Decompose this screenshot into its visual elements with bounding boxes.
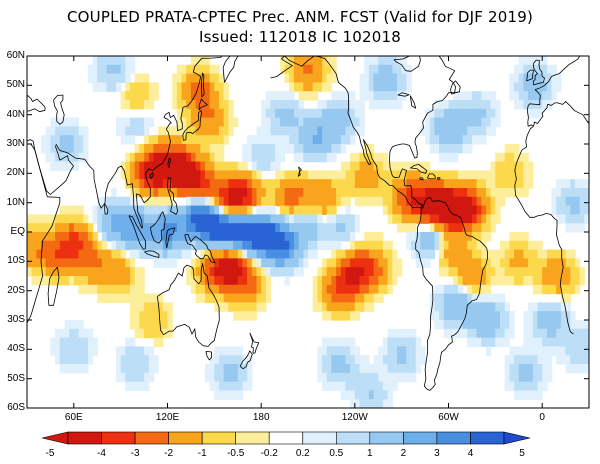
colorbar-swatch (235, 431, 270, 445)
colorbar-arrow-left (41, 431, 69, 445)
colorbar-swatch (369, 431, 404, 445)
colorbar-label: -5 (45, 448, 55, 459)
lat-label-50n: 50N (6, 79, 25, 91)
colorbar-swatch (335, 431, 371, 445)
lat-label-30s: 30S (7, 314, 25, 325)
colorbar-swatch (436, 431, 471, 445)
colorbar-label: -0.2 (260, 448, 278, 459)
lat-label-60n: 60N (6, 50, 25, 61)
colorbar-swatch (268, 431, 304, 445)
lat-label-eq: EQ (10, 226, 25, 237)
colorbar-label: -3 (130, 448, 140, 459)
axis-ticks (27, 55, 589, 409)
colorbar-label: 3 (434, 448, 440, 459)
lat-label-40s: 40S (7, 343, 25, 355)
colorbar-arrow-right (503, 431, 531, 445)
lon-label-60e: 60E (64, 412, 83, 423)
colorbar (41, 431, 531, 445)
lat-label-20n: 20N (6, 167, 25, 179)
lon-label-0: 0 (539, 412, 545, 423)
colorbar-label: -1 (197, 448, 207, 459)
colorbar-swatch (101, 431, 136, 445)
lat-label-40n: 40N (6, 108, 25, 120)
colorbar-swatch (67, 431, 102, 445)
colorbar-swatch (470, 431, 505, 445)
coastlines (27, 56, 589, 391)
lon-label-120e: 120E (155, 412, 180, 423)
lon-label-180: 180 (252, 412, 270, 423)
lat-label-10n: 10N (6, 196, 25, 208)
colorbar-swatch (302, 431, 337, 445)
colorbar-label: 1 (367, 448, 373, 459)
lat-label-10s: 10S (7, 255, 25, 267)
colorbar-swatch (134, 431, 169, 445)
colorbar-swatch (403, 431, 438, 445)
colorbar-label: -0.5 (227, 448, 245, 459)
colorbar-label: 2 (400, 448, 407, 459)
lon-label-120w: 120W (341, 412, 368, 423)
colorbar-label: 4 (467, 448, 474, 459)
lon-label-60w: 60W (438, 412, 459, 423)
map-subtitle: Issued: 112018 IC 102018 (199, 28, 401, 46)
map-title: COUPLED PRATA-CPTEC Prec. ANM. FCST (Val… (66, 8, 534, 26)
lat-label-60s: 60S (7, 402, 25, 413)
colorbar-swatch (201, 431, 236, 445)
colorbar-label: -4 (97, 448, 106, 459)
lat-label-50s: 50S (7, 372, 25, 384)
colorbar-label: 5 (519, 448, 525, 459)
colorbar-label: 0.5 (329, 448, 344, 459)
lat-label-30n: 30N (6, 138, 25, 149)
colorbar-label: 0.2 (295, 448, 310, 459)
colorbar-label: -2 (164, 448, 174, 459)
anomaly-field (27, 56, 589, 408)
colorbar-swatch (168, 431, 203, 445)
lat-label-20s: 20S (7, 284, 25, 296)
